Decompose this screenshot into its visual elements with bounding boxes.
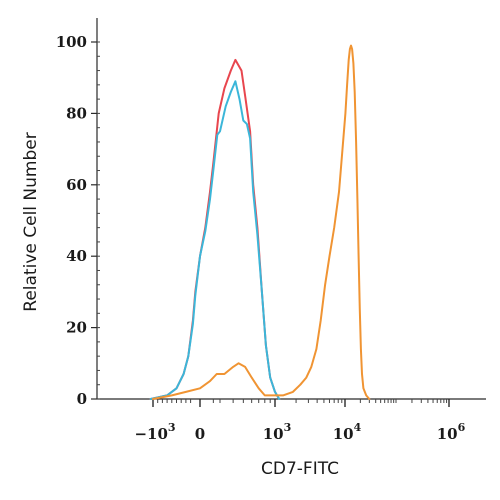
- y-tick-label: 20: [66, 319, 87, 337]
- x-axis-label: CD7-FITC: [261, 459, 339, 479]
- y-tick-label: 0: [77, 390, 87, 408]
- x-tick-label: 106: [437, 421, 466, 443]
- y-axis-label: Relative Cell Number: [21, 132, 41, 311]
- x-tick-label: 104: [333, 421, 362, 443]
- x-tick-label: 103: [263, 421, 292, 443]
- x-tick-label: 0: [195, 425, 205, 443]
- histogram-line-3: [152, 44, 371, 400]
- x-tick-label: −103: [134, 421, 175, 443]
- histogram-line-2: [149, 80, 281, 400]
- y-tick-label: 60: [66, 176, 87, 194]
- y-tick-label: 80: [66, 104, 87, 122]
- y-tick-label: 100: [56, 33, 87, 51]
- histogram-line-1: [149, 58, 281, 400]
- y-tick-label: 40: [66, 247, 87, 265]
